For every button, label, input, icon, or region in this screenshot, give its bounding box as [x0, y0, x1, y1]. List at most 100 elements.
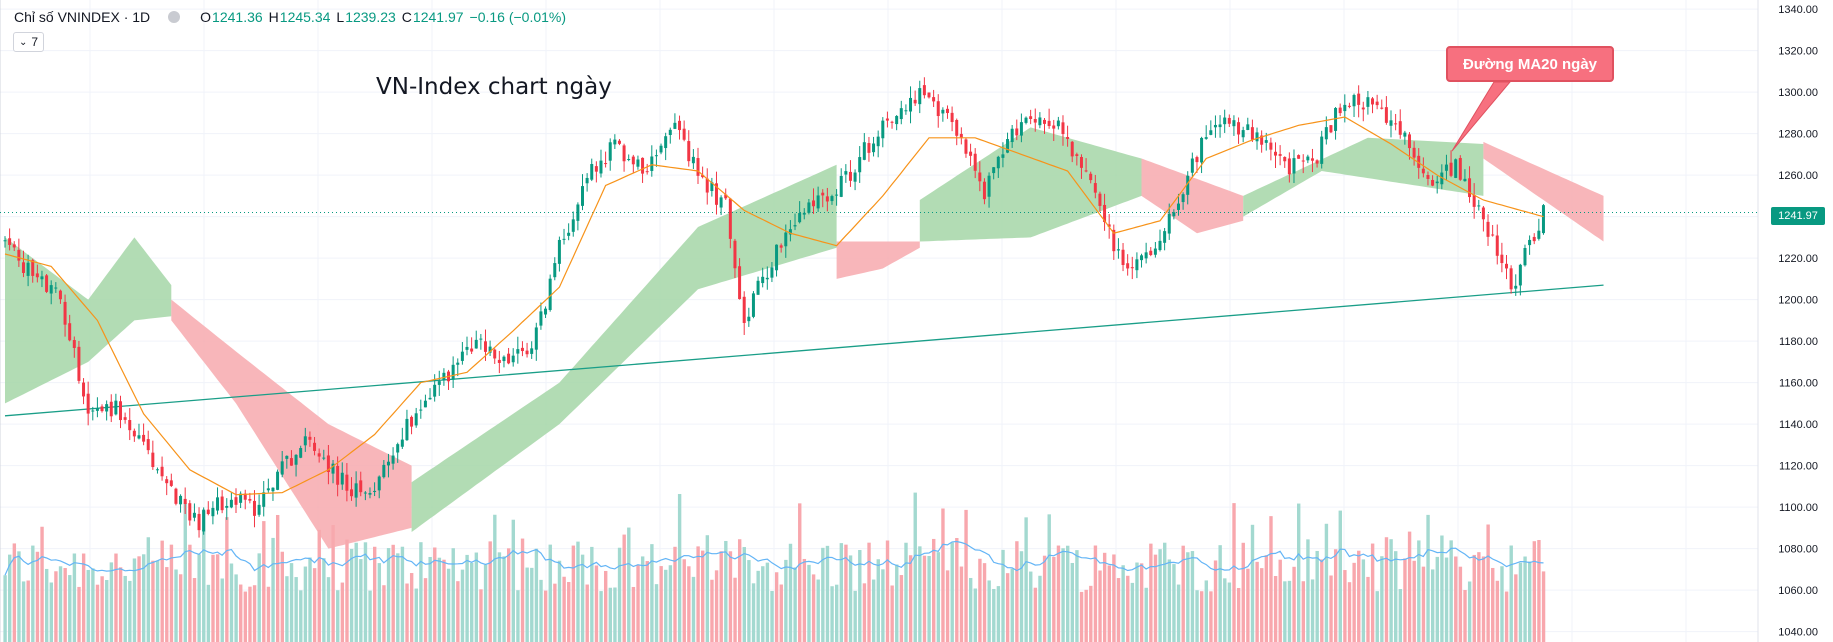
- candle-body: [1190, 158, 1194, 173]
- candle-body: [613, 139, 617, 145]
- volume-bar: [973, 588, 977, 642]
- candle-body: [978, 172, 982, 182]
- candle-body: [1528, 239, 1532, 246]
- chart-title-annotation[interactable]: VN-Index chart ngày: [376, 74, 612, 100]
- candle-body: [1431, 179, 1435, 186]
- candle-body: [386, 461, 390, 466]
- volume-bar: [317, 529, 321, 642]
- volume-bar: [677, 494, 682, 642]
- volume-bar: [1449, 540, 1453, 642]
- volume-bar: [525, 567, 529, 642]
- volume-bar: [1458, 566, 1463, 642]
- candle-body: [881, 120, 885, 139]
- volume-bar: [1218, 545, 1222, 642]
- candle-body: [848, 171, 852, 181]
- volume-bar: [691, 576, 696, 642]
- candle-body: [1486, 221, 1490, 237]
- candle-body: [206, 509, 210, 514]
- candle-body: [1176, 203, 1180, 210]
- volume-bar: [1417, 540, 1421, 642]
- volume-bar: [631, 586, 636, 642]
- volume-bar: [881, 569, 885, 642]
- candle-body: [1033, 118, 1037, 123]
- volume-bar: [1033, 587, 1038, 642]
- candle-body: [317, 453, 321, 457]
- volume-bar: [3, 575, 7, 642]
- volume-bar: [1389, 539, 1393, 642]
- market-status-icon: [168, 11, 181, 23]
- volume-bar: [1398, 589, 1403, 642]
- volume-bar: [742, 547, 746, 642]
- volume-bar: [1528, 561, 1532, 642]
- volume-bar: [858, 550, 862, 642]
- candle-body: [1292, 158, 1296, 174]
- candle-body: [1255, 132, 1259, 142]
- candle-body: [636, 159, 640, 167]
- price-axis-tick: 1080.00: [1778, 544, 1818, 556]
- candle-body: [604, 163, 608, 165]
- volume-bar: [1121, 565, 1125, 642]
- volume-bar: [696, 546, 700, 642]
- candle-body: [336, 465, 340, 485]
- candle-body: [197, 513, 201, 531]
- candle-body: [738, 266, 742, 300]
- candle-body: [534, 327, 538, 350]
- volume-bar: [539, 579, 543, 642]
- candle-body: [276, 471, 280, 490]
- volume-bar: [751, 583, 756, 642]
- candle-body: [1394, 123, 1398, 125]
- volume-bar: [377, 563, 382, 642]
- candle-body: [460, 351, 464, 361]
- volume-bar: [1481, 556, 1486, 642]
- candle-body: [188, 503, 192, 521]
- candle-body: [585, 177, 589, 184]
- indicators-toggle-button[interactable]: ⌄ 7: [13, 32, 45, 52]
- symbol-title[interactable]: Chỉ số VNINDEX · 1D: [14, 9, 151, 25]
- volume-bar: [1514, 574, 1518, 642]
- candle-body: [747, 316, 751, 322]
- volume-bar: [188, 544, 192, 642]
- volume-bar: [178, 574, 183, 642]
- volume-bar: [608, 587, 613, 642]
- volume-bar: [363, 542, 368, 642]
- candle-body: [1389, 120, 1393, 126]
- candle-body: [1297, 155, 1301, 159]
- candle-body: [1380, 107, 1384, 109]
- candle-body: [927, 92, 931, 98]
- volume-bar: [1283, 581, 1287, 642]
- candle-body: [1315, 160, 1319, 164]
- volume-bar: [1209, 591, 1213, 642]
- volume-bar: [1236, 587, 1241, 642]
- ma20-callout[interactable]: Đường MA20 ngày: [1446, 46, 1614, 82]
- volume-bar: [437, 557, 442, 642]
- candle-body: [1306, 156, 1310, 161]
- candle-body: [1070, 141, 1074, 157]
- volume-bar: [1047, 514, 1051, 642]
- candle-body: [751, 293, 755, 317]
- candle-body: [169, 480, 173, 486]
- candle-body: [114, 400, 118, 415]
- volume-bar: [1329, 575, 1333, 642]
- volume-bar: [1001, 549, 1005, 642]
- candle-body: [816, 195, 820, 209]
- candle-body: [825, 196, 829, 202]
- volume-bar: [622, 534, 626, 642]
- candle-body: [987, 175, 991, 197]
- candle-body: [641, 157, 645, 174]
- candle-body: [1334, 108, 1338, 131]
- candle-body: [308, 436, 312, 440]
- candle-body: [1472, 194, 1476, 207]
- candle-body: [1301, 160, 1305, 162]
- volume-bar: [1158, 549, 1162, 642]
- volume-bar: [391, 544, 395, 642]
- candle-body: [1361, 107, 1365, 110]
- volume-bar: [807, 564, 811, 642]
- volume-bar: [35, 551, 40, 642]
- volume-bar: [72, 553, 77, 642]
- high-label: H: [268, 9, 279, 25]
- candle-body: [1338, 107, 1342, 114]
- open-value: 1241.36: [212, 9, 263, 25]
- volume-bar: [908, 555, 913, 642]
